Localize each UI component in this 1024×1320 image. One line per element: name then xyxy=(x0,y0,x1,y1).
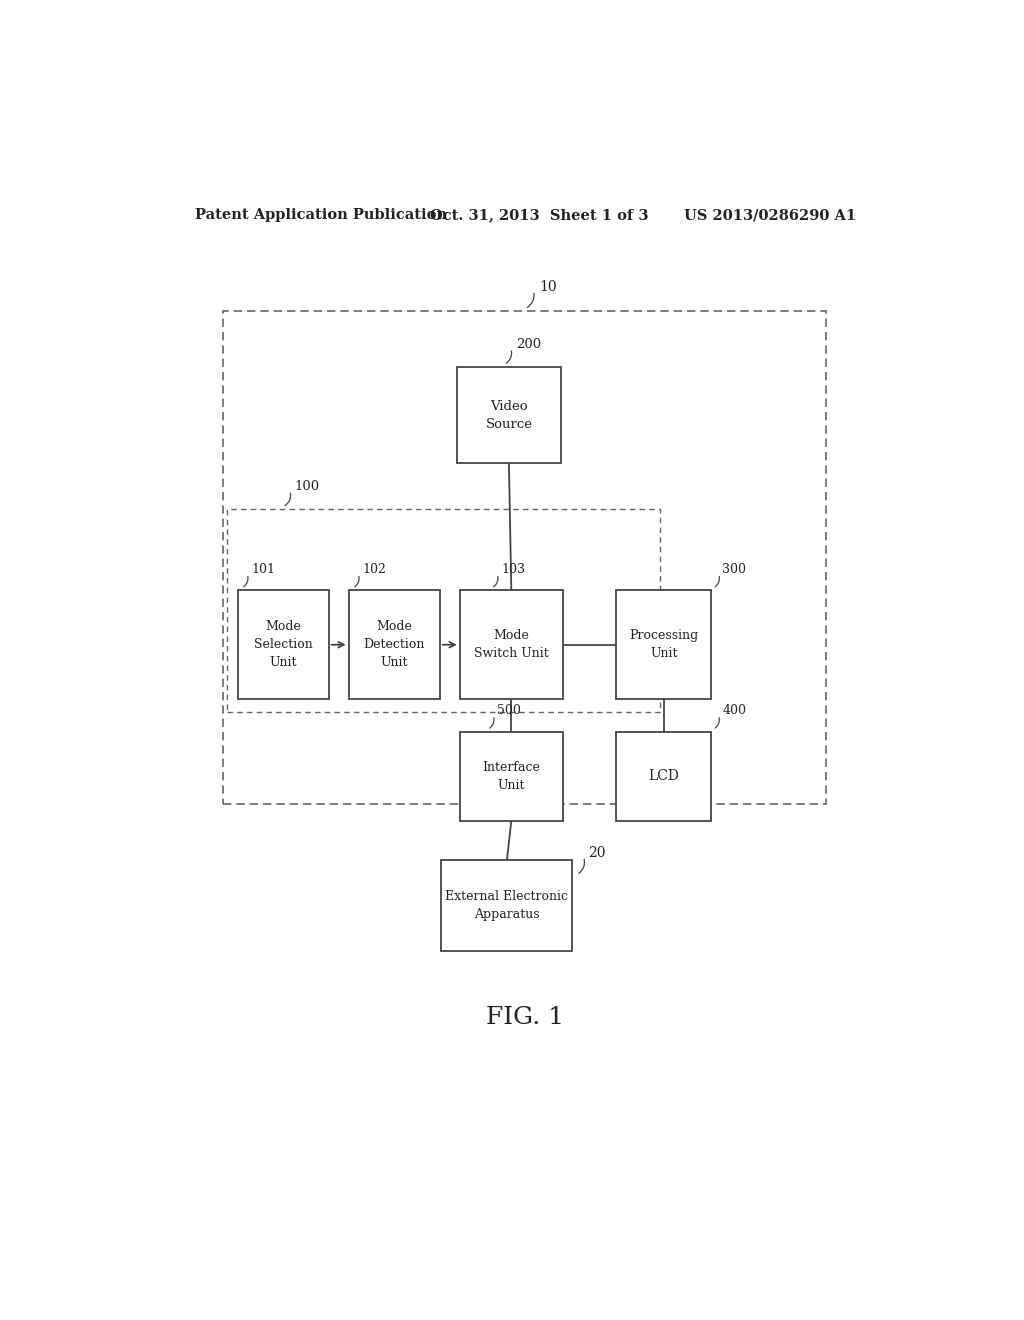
Text: FIG. 1: FIG. 1 xyxy=(485,1006,564,1028)
Bar xyxy=(616,590,712,700)
Text: US 2013/0286290 A1: US 2013/0286290 A1 xyxy=(684,209,856,222)
Bar xyxy=(458,367,560,463)
Bar xyxy=(616,731,712,821)
Text: 100: 100 xyxy=(295,480,319,494)
Text: 102: 102 xyxy=(362,564,386,576)
Bar xyxy=(460,731,563,821)
Bar xyxy=(238,590,329,700)
Text: 10: 10 xyxy=(539,280,557,293)
Bar xyxy=(441,859,572,952)
Text: 103: 103 xyxy=(501,564,525,576)
Text: 20: 20 xyxy=(588,846,606,859)
Text: 300: 300 xyxy=(722,564,746,576)
Bar xyxy=(227,510,659,713)
Text: Oct. 31, 2013  Sheet 1 of 3: Oct. 31, 2013 Sheet 1 of 3 xyxy=(430,209,648,222)
Text: 101: 101 xyxy=(251,564,275,576)
Bar xyxy=(223,312,826,804)
Text: External Electronic
Apparatus: External Electronic Apparatus xyxy=(445,890,568,921)
Text: Mode
Detection
Unit: Mode Detection Unit xyxy=(364,620,425,669)
Bar xyxy=(348,590,440,700)
Text: 400: 400 xyxy=(722,705,746,718)
Text: 200: 200 xyxy=(516,338,541,351)
Text: Mode
Selection
Unit: Mode Selection Unit xyxy=(254,620,312,669)
Text: LCD: LCD xyxy=(648,770,679,783)
Text: Processing
Unit: Processing Unit xyxy=(629,630,698,660)
Text: Interface
Unit: Interface Unit xyxy=(482,760,541,792)
Text: Video
Source: Video Source xyxy=(485,400,532,430)
Text: Patent Application Publication: Patent Application Publication xyxy=(196,209,447,222)
Text: Mode
Switch Unit: Mode Switch Unit xyxy=(474,630,549,660)
Text: 500: 500 xyxy=(497,705,521,718)
Bar xyxy=(460,590,563,700)
